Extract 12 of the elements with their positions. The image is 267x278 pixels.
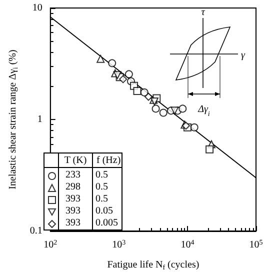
y-tick-label: 0.1 — [30, 226, 42, 236]
annotation: γ — [241, 50, 246, 61]
legend-title: T (K) f (Hz) — [64, 155, 121, 166]
legend-label: 298 0.5 — [60, 182, 108, 192]
legend-label: 393 0.05 — [60, 206, 113, 216]
annotation: Δγ$_{i}$ — [197, 104, 210, 118]
legend-label: 233 0.5 — [60, 170, 108, 180]
legend-label: 393 0.5 — [60, 194, 108, 204]
y-tick-label: 10 — [32, 2, 42, 14]
annotation: τ — [201, 7, 206, 18]
y-tick-label: 1 — [37, 114, 42, 125]
legend-label: 393 0.005 — [60, 218, 118, 228]
